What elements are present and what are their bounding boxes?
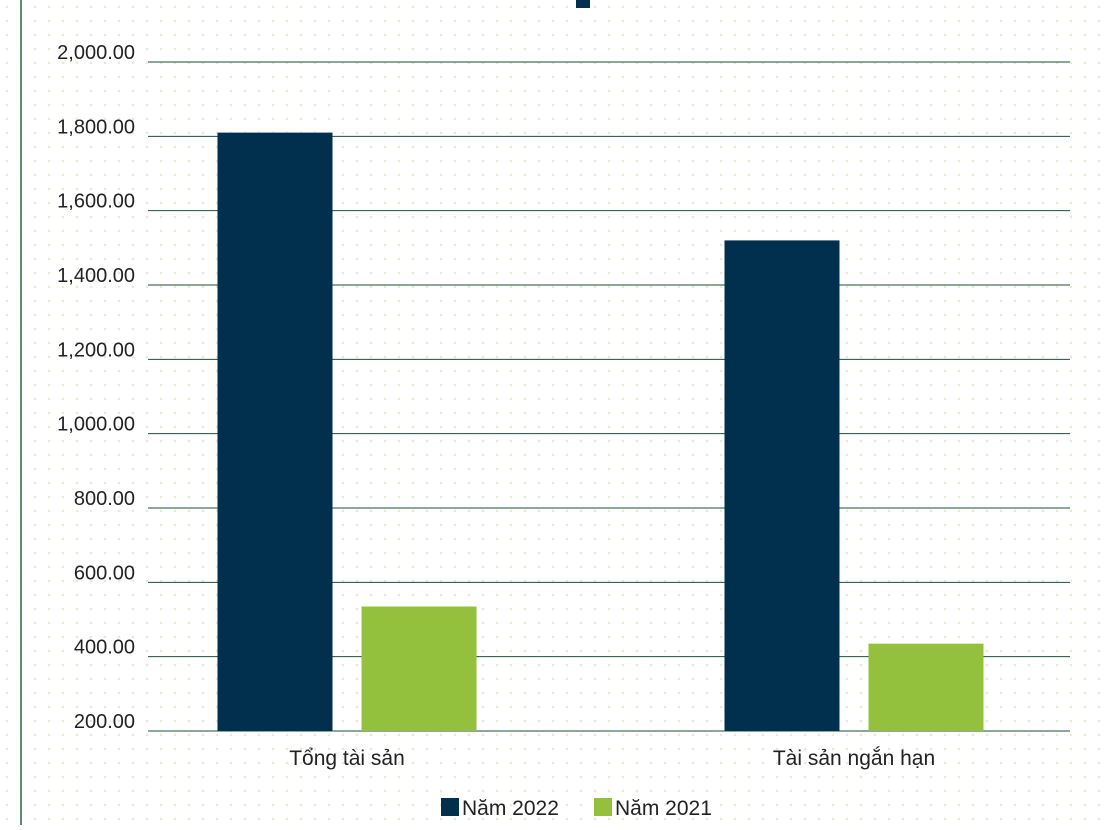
y-tick-label: 600.00 <box>74 562 135 584</box>
legend-swatch <box>594 798 612 816</box>
bar <box>868 643 984 731</box>
x-tick-label: Tổng tài sản <box>289 747 405 770</box>
y-tick-label: 1,400.00 <box>57 265 135 287</box>
legend-label: Năm 2022 <box>462 797 559 820</box>
bars <box>217 132 984 731</box>
x-axis: Tổng tài sản Tài sản ngắn hạn <box>289 747 935 770</box>
y-tick-label: 200.00 <box>74 711 135 733</box>
legend-swatch <box>441 798 459 816</box>
y-tick-label: 1,200.00 <box>57 339 135 361</box>
bar <box>361 606 477 731</box>
y-tick-label: 800.00 <box>74 488 135 510</box>
bar <box>724 240 840 731</box>
y-tick-label: 1,000.00 <box>57 414 135 436</box>
bar <box>217 132 333 731</box>
legend-label: Năm 2021 <box>615 797 712 820</box>
y-tick-label: 1,600.00 <box>57 191 135 213</box>
x-tick-label: Tài sản ngắn hạn <box>773 747 935 770</box>
y-tick-label: 2,000.00 <box>57 42 135 64</box>
y-tick-label: 1,800.00 <box>57 116 135 138</box>
y-axis: 200.00 400.00 600.00 800.00 1,000.00 1,200.00… <box>57 42 135 733</box>
title-fragment <box>576 0 590 8</box>
y-tick-label: 400.00 <box>74 637 135 659</box>
legend: Năm 2022 Năm 2021 <box>441 797 712 820</box>
